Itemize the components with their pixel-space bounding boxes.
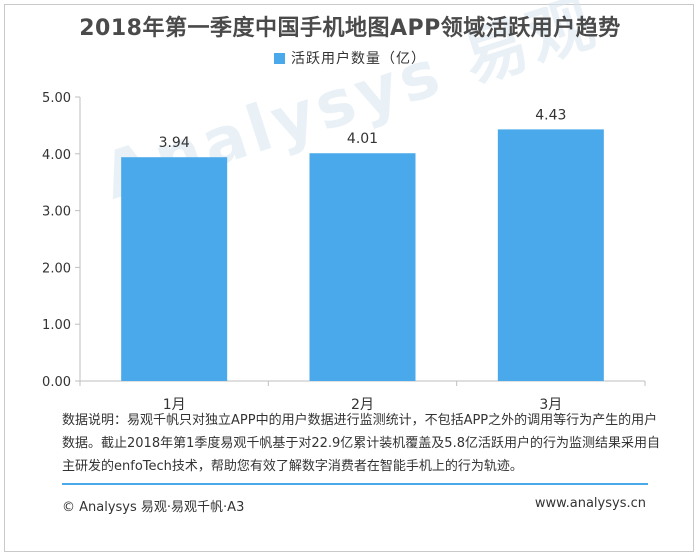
chart-frame: [4, 4, 694, 552]
bar-3: [497, 129, 604, 381]
y-tick-label: 3.00: [42, 205, 71, 220]
chart-title: 2018年第一季度中国手机地图APP领域活跃用户趋势: [79, 16, 621, 41]
y-tick-label: 5.00: [42, 91, 71, 106]
footer-website: www.analysys.cn: [534, 496, 646, 511]
legend-label: 活跃用户数量（亿）: [291, 51, 426, 67]
data-label: 4.01: [347, 131, 378, 147]
data-note: 数据说明：易观千帆只对独立APP中的用户数据进行监测统计，不包括APP之外的调用…: [62, 413, 660, 474]
y-tick-label: 2.00: [42, 261, 71, 276]
bar-2: [309, 153, 416, 381]
x-tick-label: 3月: [539, 397, 562, 413]
legend: 活跃用户数量（亿）: [0, 48, 700, 68]
x-tick-label: 1月: [163, 397, 186, 413]
y-tick-label: 0.00: [42, 375, 71, 390]
y-tick-label: 1.00: [42, 318, 71, 333]
data-label: 3.94: [159, 135, 190, 151]
y-tick-label: 4.00: [42, 148, 71, 163]
data-label: 4.43: [535, 107, 566, 123]
x-tick-label: 2月: [351, 397, 374, 413]
footer-copyright: © Analysys 易观·易观千帆·A3: [62, 500, 245, 515]
footer-divider: [62, 483, 648, 485]
bar-1: [121, 157, 228, 381]
legend-swatch: [274, 53, 285, 64]
